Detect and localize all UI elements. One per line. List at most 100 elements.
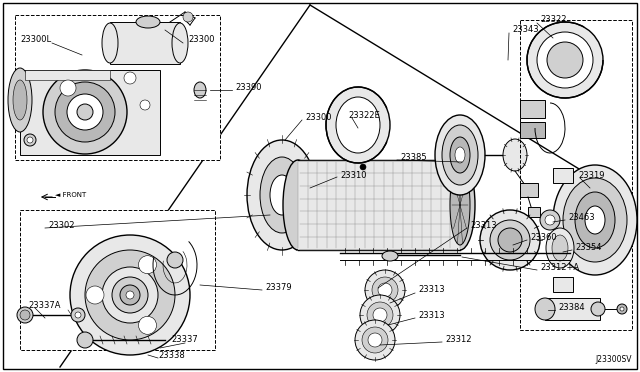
Ellipse shape [260,157,304,233]
Ellipse shape [167,252,183,268]
Ellipse shape [17,307,33,323]
Ellipse shape [480,210,540,270]
Text: 23322E: 23322E [348,110,380,119]
Ellipse shape [326,87,390,163]
Ellipse shape [70,235,190,355]
Bar [110,22,180,64]
Bar [520,100,545,118]
Ellipse shape [27,137,33,143]
Ellipse shape [378,283,392,297]
Ellipse shape [591,302,605,316]
Ellipse shape [545,215,555,225]
Ellipse shape [86,286,104,304]
Text: 23319: 23319 [578,170,605,180]
Ellipse shape [575,192,615,248]
Ellipse shape [540,210,560,230]
Ellipse shape [136,16,160,28]
Text: 23302: 23302 [48,221,74,230]
Ellipse shape [77,332,93,348]
Ellipse shape [67,94,103,130]
Text: 23343: 23343 [512,26,539,35]
Text: ◄ FRONT: ◄ FRONT [55,192,86,198]
Ellipse shape [43,70,127,154]
Bar [520,183,538,197]
Bar [553,168,573,183]
Bar [545,298,600,320]
Ellipse shape [498,228,522,252]
Ellipse shape [102,23,118,63]
Ellipse shape [365,270,405,310]
Ellipse shape [535,298,555,320]
Ellipse shape [503,139,527,171]
Bar [298,160,460,250]
Bar [553,277,573,292]
Ellipse shape [8,68,32,132]
Ellipse shape [75,312,81,318]
Text: 23300: 23300 [305,113,332,122]
Ellipse shape [77,104,93,120]
Bar [520,20,632,330]
Ellipse shape [102,267,158,323]
Ellipse shape [138,256,157,274]
Ellipse shape [552,235,568,261]
Ellipse shape [355,320,395,360]
Ellipse shape [442,125,478,185]
Ellipse shape [336,97,380,153]
Ellipse shape [360,295,400,335]
Ellipse shape [124,72,136,84]
Text: 23337: 23337 [172,336,198,344]
Bar [520,122,545,138]
Text: 23310: 23310 [340,170,367,180]
Bar [528,207,540,217]
Bar [20,70,160,155]
Ellipse shape [563,178,627,262]
Ellipse shape [138,316,157,334]
Text: 23385: 23385 [400,154,427,163]
Text: 23300L: 23300L [21,35,52,45]
Ellipse shape [112,277,148,313]
Ellipse shape [455,147,465,163]
Ellipse shape [546,228,574,268]
Ellipse shape [71,308,85,322]
Ellipse shape [450,137,470,173]
Ellipse shape [283,160,313,250]
Text: 23463: 23463 [568,214,595,222]
Ellipse shape [537,32,593,88]
Bar [25,70,110,80]
Text: 23338: 23338 [158,350,185,359]
Ellipse shape [527,22,603,98]
Ellipse shape [372,277,398,303]
Text: 23337A: 23337A [28,301,61,310]
Ellipse shape [247,140,317,250]
Ellipse shape [553,165,637,275]
Ellipse shape [450,165,470,245]
Text: 23384: 23384 [558,304,584,312]
Ellipse shape [55,82,115,142]
Ellipse shape [362,327,388,353]
Text: 23379: 23379 [265,283,292,292]
Text: 23313: 23313 [418,311,445,320]
Ellipse shape [435,115,485,195]
Text: 23354: 23354 [575,244,602,253]
Text: 23300: 23300 [188,35,214,45]
Ellipse shape [490,220,530,260]
Ellipse shape [367,302,393,328]
Ellipse shape [547,42,583,78]
Ellipse shape [120,285,140,305]
Ellipse shape [270,175,294,215]
Ellipse shape [445,160,475,250]
Text: 23390: 23390 [235,83,262,93]
Text: 23312+A: 23312+A [540,263,579,273]
Ellipse shape [585,206,605,234]
Ellipse shape [24,134,36,146]
Text: 23312: 23312 [445,336,472,344]
Text: 23360: 23360 [530,234,557,243]
Ellipse shape [620,307,624,311]
Ellipse shape [140,100,150,110]
Text: 23313: 23313 [418,285,445,295]
Ellipse shape [194,82,206,98]
Ellipse shape [368,333,382,347]
Ellipse shape [13,80,27,120]
Text: J23300SV: J23300SV [595,356,632,365]
Ellipse shape [382,251,398,261]
